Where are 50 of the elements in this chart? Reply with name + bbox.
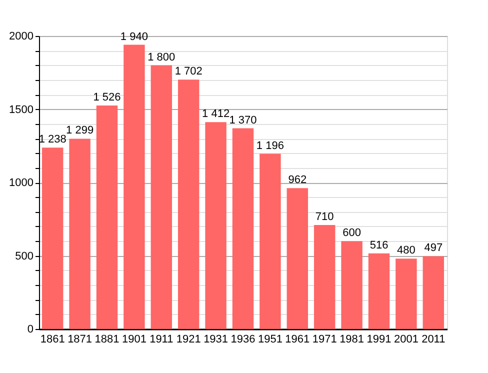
data-label: 1 800	[148, 51, 176, 64]
x-tick-label: 1931	[204, 334, 228, 346]
x-tick-label: 2001	[394, 334, 418, 346]
data-label: 480	[397, 244, 416, 257]
x-tick-label: 1951	[258, 334, 282, 346]
data-label: 1 526	[93, 91, 121, 104]
bar	[368, 253, 390, 329]
data-label: 1 196	[256, 140, 284, 152]
y-tick-label: 500	[15, 250, 34, 262]
bar	[232, 128, 254, 329]
x-tick-label: 1961	[285, 334, 310, 346]
data-label: 1 299	[66, 124, 94, 137]
data-label: 962	[288, 174, 307, 186]
y-tick-label: 1500	[9, 104, 34, 116]
data-label: 516	[370, 239, 388, 252]
x-tick-label: 1871	[68, 334, 92, 346]
data-label: 1 238	[38, 134, 66, 146]
data-label: 600	[342, 227, 361, 240]
x-tick-label: 2011	[422, 334, 446, 346]
bar	[124, 44, 145, 329]
bar	[96, 105, 118, 329]
bar	[42, 148, 64, 329]
x-tick-label: 1991	[366, 334, 392, 346]
bar	[150, 65, 172, 329]
bar	[422, 256, 444, 329]
bar	[314, 224, 336, 329]
data-label: 1 370	[229, 114, 257, 126]
data-label: 1 702	[174, 66, 202, 78]
bar	[286, 188, 308, 329]
y-tick-label: 1000	[9, 177, 34, 189]
data-label: 710	[315, 210, 334, 223]
x-tick-label: 1901	[122, 334, 146, 346]
bar	[178, 80, 200, 329]
x-tick-label: 1921	[176, 334, 201, 346]
x-tick-label: 1936	[230, 334, 256, 346]
data-label: 1 940	[120, 30, 148, 43]
x-tick-label: 1971	[312, 334, 337, 346]
x-tick-label: 1881	[94, 334, 120, 346]
bar	[341, 241, 362, 329]
data-label: 1 412	[202, 108, 230, 120]
x-tick-label: 1911	[150, 334, 174, 346]
bar	[205, 122, 226, 329]
bar	[69, 138, 90, 329]
y-tick-label: 0	[27, 324, 34, 336]
data-label: 497	[424, 242, 443, 254]
x-tick-label: 1981	[340, 334, 364, 346]
bar	[260, 154, 281, 329]
x-tick-label: 1861	[40, 334, 65, 346]
y-tick-label: 2000	[9, 30, 34, 42]
bar	[396, 258, 417, 329]
